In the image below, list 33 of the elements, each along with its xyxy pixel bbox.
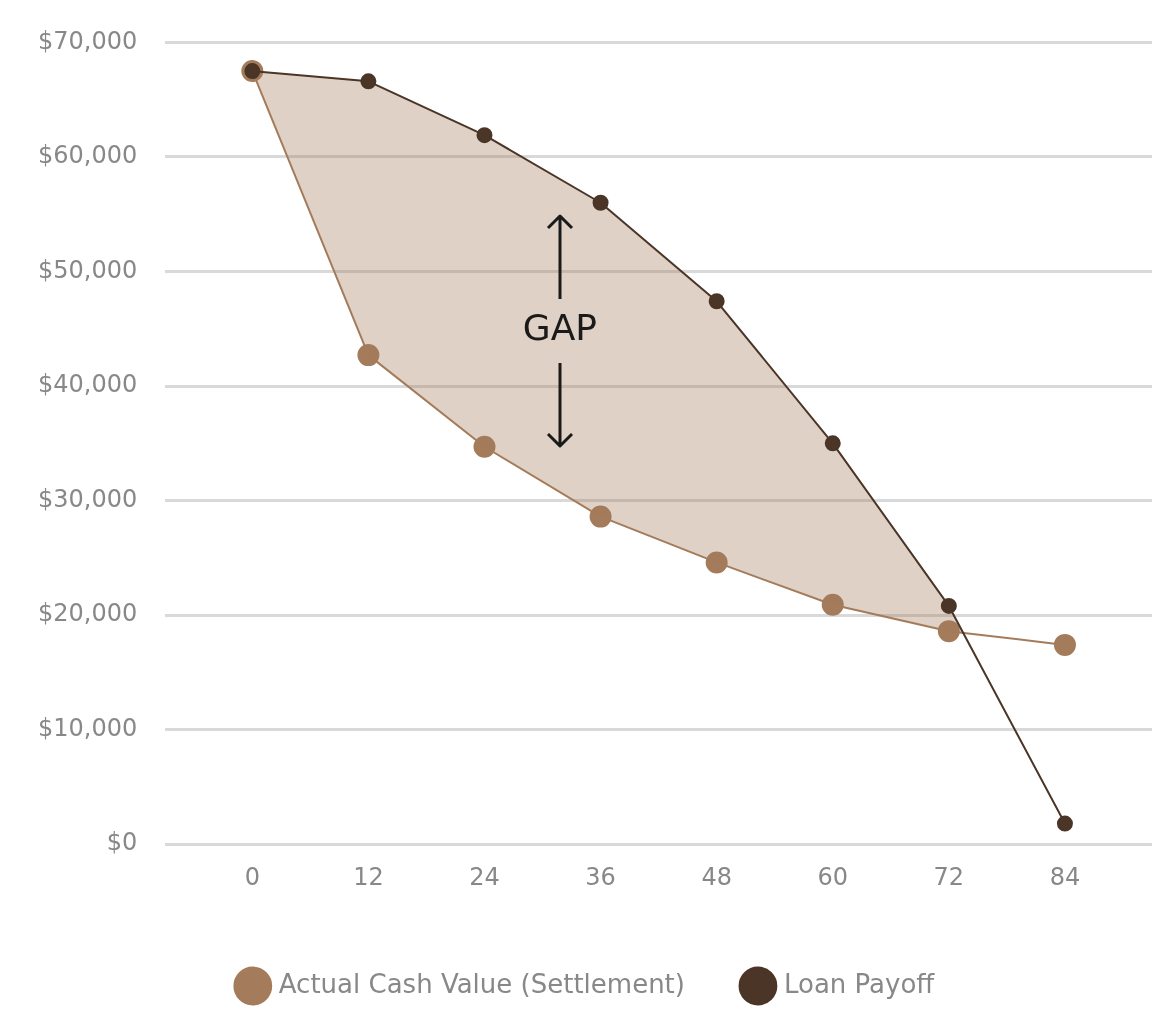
y-tick-label: $40,000: [38, 370, 138, 399]
x-tick-label: 24: [469, 862, 500, 891]
x-tick-label: 84: [1049, 862, 1081, 891]
x-tick-label: 72: [933, 862, 965, 891]
x-tick-label: 12: [353, 862, 384, 891]
point: [589, 505, 612, 528]
x-tick-label: 0: [244, 862, 260, 891]
point: [1056, 815, 1073, 832]
point: [1053, 633, 1076, 656]
y-tick-label: $20,000: [38, 599, 138, 628]
point: [937, 620, 960, 643]
point: [940, 597, 957, 614]
x-tick-label: 48: [701, 862, 732, 891]
point: [592, 194, 609, 211]
point: [708, 293, 725, 310]
y-tick-label: $10,000: [38, 713, 138, 742]
y-tick-label: $0: [106, 828, 138, 857]
y-tick-label: $60,000: [38, 141, 138, 170]
y-tick-label: $50,000: [38, 255, 138, 284]
y-tick-label: $30,000: [38, 484, 138, 513]
point: [360, 73, 377, 90]
point: [821, 593, 844, 616]
y-tick-label: $70,000: [38, 26, 138, 55]
point: [705, 551, 728, 574]
x-tick-label: 36: [585, 862, 616, 891]
legend-label: Loan Payoff: [783, 968, 936, 999]
x-tick-label: 60: [817, 862, 849, 891]
point: [473, 435, 496, 458]
point: [476, 127, 493, 144]
legend-label: Actual Cash Value (Settlement): [278, 968, 685, 999]
annotation: GAP: [522, 307, 598, 349]
point: [824, 435, 841, 452]
point: [357, 344, 380, 367]
